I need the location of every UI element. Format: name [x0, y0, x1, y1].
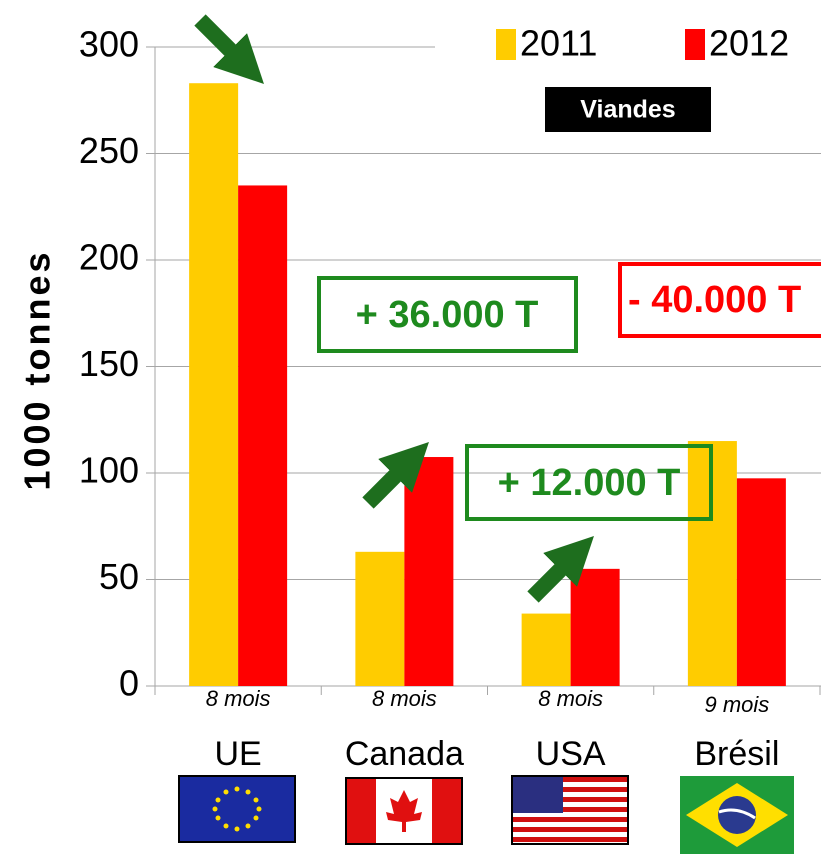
bar: [355, 551, 405, 686]
period-label: 8 mois: [206, 686, 271, 711]
period-label: 9 mois: [704, 692, 769, 717]
bar: [238, 185, 288, 686]
annotation-box: [618, 262, 821, 338]
x-tick-label: UE: [215, 735, 262, 773]
legend-swatch: [496, 29, 516, 60]
annotation: + 36.000 T: [356, 294, 539, 336]
annotation: - 40.000 T: [628, 279, 801, 321]
y-tick-label: 100: [79, 450, 139, 491]
bar: [570, 568, 620, 686]
bar: [736, 478, 786, 686]
y-tick-label: 50: [99, 556, 139, 597]
arrow: [527, 536, 594, 603]
annotation: + 12.000 T: [498, 462, 681, 504]
legend-label: 2012: [709, 23, 789, 64]
y-tick-label: 250: [79, 130, 139, 171]
bar: [404, 457, 454, 686]
legend-label: 2011: [520, 23, 597, 64]
bar: [521, 613, 571, 686]
arrow: [194, 14, 264, 84]
flag-usa: [511, 775, 629, 845]
y-axis-label: 1000 tonnes: [17, 249, 58, 490]
badge: Viandes: [580, 96, 675, 124]
annotation-box: [465, 444, 713, 521]
x-tick-label: Canada: [345, 735, 464, 773]
period-label: 8 mois: [372, 686, 437, 711]
flag-eu: [178, 775, 296, 843]
x-tick-label: Brésil: [694, 735, 779, 773]
bar: [189, 83, 239, 686]
badge-box: [545, 87, 711, 132]
legend-swatch: [685, 29, 705, 60]
flag-canada: [345, 777, 463, 845]
y-tick-label: 200: [79, 237, 139, 278]
period-label: 8 mois: [538, 686, 603, 711]
annotation-box: [317, 276, 578, 353]
x-tick-label: USA: [536, 735, 606, 773]
y-tick-label: 300: [79, 24, 139, 65]
y-tick-label: 150: [79, 343, 139, 384]
y-tick-label: 0: [119, 663, 139, 704]
flag-brazil: [680, 776, 794, 854]
arrow: [362, 442, 429, 509]
